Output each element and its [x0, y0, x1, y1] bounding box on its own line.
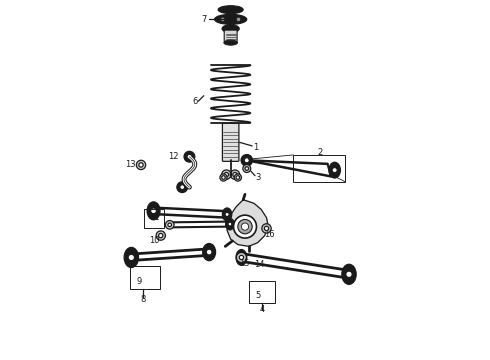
Circle shape: [221, 170, 231, 179]
Circle shape: [224, 172, 228, 177]
Circle shape: [239, 255, 244, 260]
Bar: [248, 281, 275, 303]
FancyBboxPatch shape: [224, 30, 237, 41]
Ellipse shape: [223, 13, 238, 24]
Circle shape: [265, 226, 269, 230]
Ellipse shape: [215, 14, 247, 24]
Circle shape: [187, 154, 192, 159]
Circle shape: [221, 176, 225, 179]
Ellipse shape: [222, 208, 232, 221]
Circle shape: [230, 170, 240, 179]
Circle shape: [206, 249, 212, 255]
Circle shape: [239, 255, 244, 260]
Ellipse shape: [222, 25, 239, 33]
Text: 6: 6: [192, 96, 197, 105]
Text: 12: 12: [168, 152, 178, 161]
Circle shape: [234, 174, 242, 181]
Ellipse shape: [147, 202, 160, 220]
Text: 7: 7: [201, 15, 206, 24]
Text: 15: 15: [239, 259, 249, 268]
Text: 16: 16: [264, 230, 275, 239]
Circle shape: [139, 163, 143, 167]
Circle shape: [128, 254, 135, 261]
Polygon shape: [227, 200, 269, 246]
Ellipse shape: [342, 264, 356, 284]
Text: 3: 3: [256, 173, 261, 182]
Bar: [129, 266, 160, 289]
Ellipse shape: [124, 247, 139, 267]
Circle shape: [156, 231, 166, 240]
Circle shape: [245, 167, 248, 170]
Circle shape: [243, 165, 251, 172]
Ellipse shape: [241, 154, 252, 166]
Circle shape: [159, 233, 163, 238]
Circle shape: [228, 222, 232, 226]
Circle shape: [220, 17, 225, 22]
FancyBboxPatch shape: [222, 123, 239, 161]
Circle shape: [168, 223, 172, 226]
Text: 2: 2: [318, 148, 323, 157]
Bar: [294, 155, 345, 182]
Text: 13: 13: [125, 161, 136, 170]
Circle shape: [233, 172, 237, 177]
Ellipse shape: [177, 182, 188, 193]
Circle shape: [332, 167, 337, 173]
Ellipse shape: [184, 151, 195, 162]
Circle shape: [262, 224, 271, 233]
Bar: [144, 209, 164, 228]
Circle shape: [244, 158, 249, 163]
Circle shape: [234, 215, 256, 238]
Ellipse shape: [224, 40, 238, 45]
Circle shape: [236, 252, 246, 262]
Text: 14: 14: [254, 260, 265, 269]
Text: 8: 8: [140, 295, 146, 304]
Text: 5: 5: [255, 291, 260, 300]
Ellipse shape: [203, 243, 216, 261]
Circle shape: [238, 220, 252, 234]
Text: 4: 4: [260, 305, 265, 314]
Circle shape: [236, 17, 241, 22]
Ellipse shape: [218, 6, 243, 14]
Ellipse shape: [329, 162, 341, 178]
Text: 11: 11: [148, 213, 159, 222]
Text: 9: 9: [137, 276, 142, 285]
Circle shape: [166, 221, 174, 229]
Circle shape: [136, 160, 146, 170]
Circle shape: [346, 271, 352, 278]
Circle shape: [242, 223, 248, 230]
Text: 1: 1: [253, 143, 258, 152]
Ellipse shape: [225, 219, 234, 230]
Circle shape: [180, 185, 185, 190]
Circle shape: [225, 212, 229, 216]
Circle shape: [236, 176, 240, 179]
Circle shape: [150, 208, 156, 214]
Text: 10: 10: [149, 237, 160, 246]
Circle shape: [220, 174, 227, 181]
Ellipse shape: [236, 249, 247, 265]
